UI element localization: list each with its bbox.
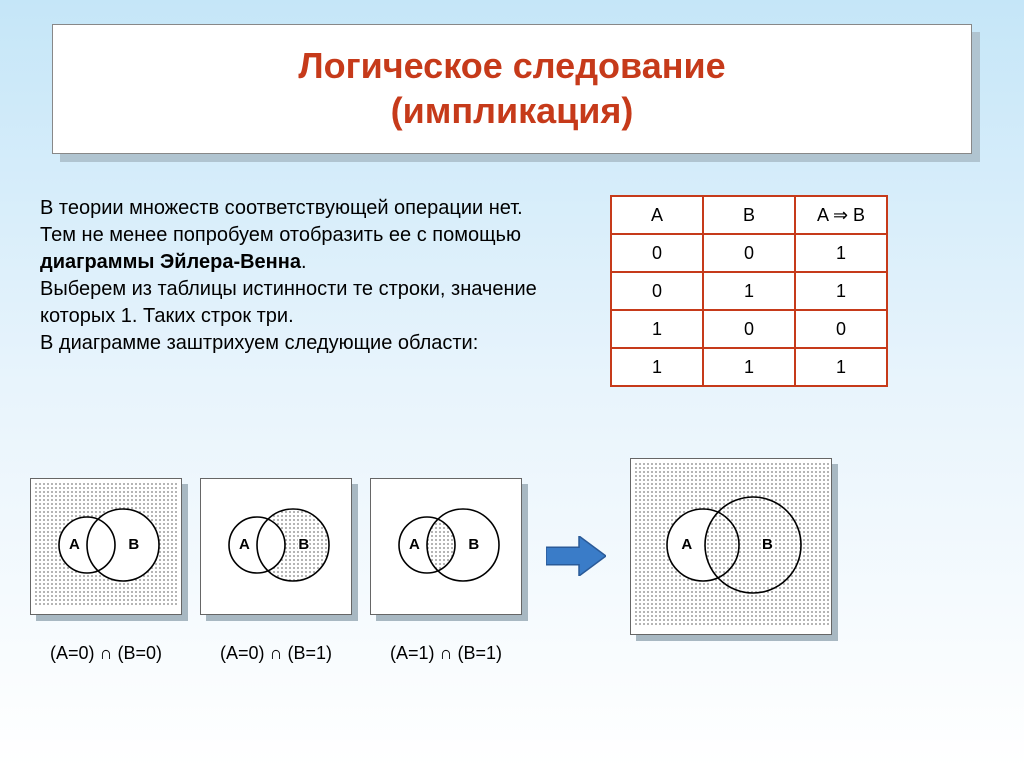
svg-text:B: B — [298, 536, 309, 553]
para-2-bold: диаграммы Эйлера-Венна — [40, 251, 301, 273]
para-2a: Тем не менее попробуем отобразить ее с п… — [40, 224, 521, 246]
venn-1-caption: (A=0) ∩ (B=0) — [50, 643, 162, 664]
venn-diagram-row: AABB (A=0) ∩ (B=0) AABB (A=0) ∩ (B=1) AA… — [30, 458, 1000, 684]
table-row: 001 — [611, 234, 887, 272]
venn-1: AABB (A=0) ∩ (B=0) — [30, 478, 182, 664]
venn-result-caption — [728, 663, 733, 684]
svg-text:A: A — [681, 536, 692, 553]
svg-text:B: B — [128, 536, 139, 553]
th-b: B — [703, 196, 795, 234]
venn-3-caption: (A=1) ∩ (B=1) — [390, 643, 502, 664]
description-text: В теории множеств соответствующей операц… — [40, 195, 560, 357]
svg-text:B: B — [762, 536, 773, 553]
svg-text:A: A — [409, 536, 420, 553]
svg-text:B: B — [468, 536, 479, 553]
table-row: 111 — [611, 348, 887, 386]
venn-2: AABB (A=0) ∩ (B=1) — [200, 478, 352, 664]
truth-table: A B A ⇒ B 001 011 100 111 — [610, 195, 888, 387]
svg-text:A: A — [69, 536, 80, 553]
th-impl: A ⇒ B — [795, 196, 887, 234]
table-row: 011 — [611, 272, 887, 310]
para-1: В теории множеств соответствующей операц… — [40, 197, 523, 219]
svg-text:A: A — [239, 536, 250, 553]
para-2c: . — [301, 251, 307, 273]
page-title: Логическое следование (импликация) — [63, 43, 961, 133]
venn-result: AABB — [630, 458, 832, 684]
th-a: A — [611, 196, 703, 234]
para-3: Выберем из таблицы истинности те строки,… — [40, 278, 537, 327]
venn-3: AABB (A=1) ∩ (B=1) — [370, 478, 522, 664]
title-panel: Логическое следование (импликация) — [52, 24, 972, 154]
table-row: 100 — [611, 310, 887, 348]
venn-2-caption: (A=0) ∩ (B=1) — [220, 643, 332, 664]
arrow-icon — [546, 536, 606, 576]
title-line1: Логическое следование — [298, 45, 725, 86]
title-line2: (импликация) — [391, 90, 634, 131]
para-4: В диаграмме заштрихуем следующие области… — [40, 332, 478, 354]
table-header-row: A B A ⇒ B — [611, 196, 887, 234]
